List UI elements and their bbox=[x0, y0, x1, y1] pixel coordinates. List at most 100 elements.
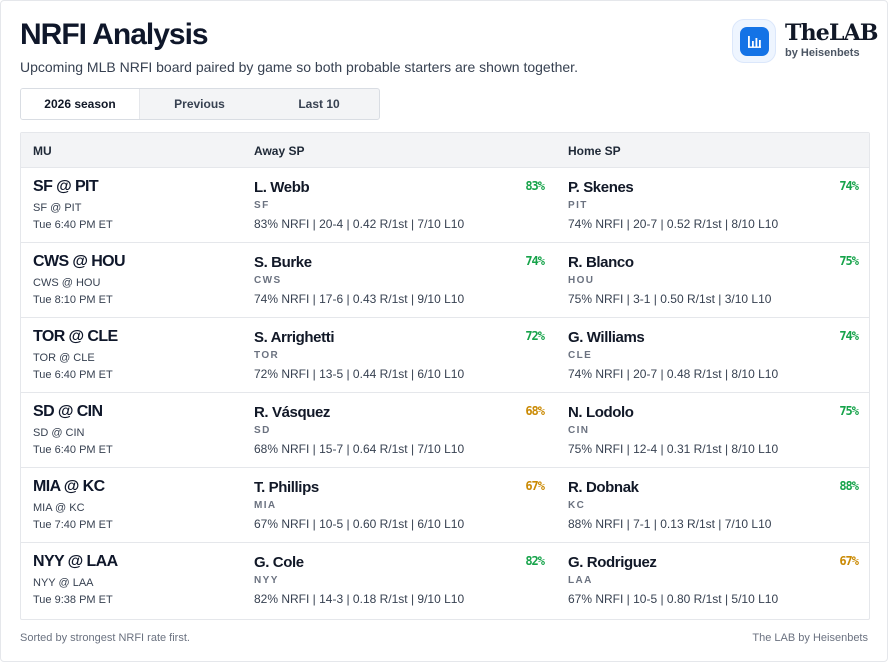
brand-logo bbox=[732, 19, 776, 63]
matchup-title: NYY @ LAA bbox=[33, 553, 118, 570]
team-abbrev: KC bbox=[568, 500, 586, 511]
team-abbrev: PIT bbox=[568, 200, 588, 211]
matchup-title: CWS @ HOU bbox=[33, 253, 126, 270]
table-row: SD @ CIN SD @ CIN Tue 6:40 PM ET R. Vásquez… bbox=[21, 393, 869, 468]
pitcher-stats: 72% NRFI | 13-5 | 0.44 R/1st | 6/10 L10 bbox=[254, 367, 465, 381]
footer-credit: The LAB by Heisenbets bbox=[752, 632, 868, 644]
pitcher-name: R. Dobnak bbox=[568, 479, 639, 496]
home-starter: P. Skenes PIT 74% NRFI | 20-7 | 0.52 R/1st… bbox=[568, 168, 859, 243]
game-time: Tue 6:40 PM ET bbox=[33, 444, 113, 456]
pitcher-name: G. Rodriguez bbox=[568, 554, 657, 571]
column-header-away-sp: Away SP bbox=[254, 144, 305, 158]
nrfi-table: MU Away SP Home SP SF @ PIT SF @ PIT Tue 6… bbox=[20, 132, 870, 620]
away-starter: T. Phillips MIA 67% NRFI | 10-5 | 0.60 R/1… bbox=[254, 468, 545, 543]
pitcher-stats: 88% NRFI | 7-1 | 0.13 R/1st | 7/10 L10 bbox=[568, 517, 772, 531]
brand-block: TheLAB by Heisenbets bbox=[732, 19, 882, 65]
pitcher-name: N. Lodolo bbox=[568, 404, 634, 421]
home-starter: R. Dobnak KC 88% NRFI | 7-1 | 0.13 R/1st |… bbox=[568, 468, 859, 543]
team-abbrev: LAA bbox=[568, 575, 593, 586]
pitcher-name: S. Burke bbox=[254, 254, 312, 271]
nrfi-pct-badge: 68% bbox=[525, 404, 545, 418]
table-row: NYY @ LAA NYY @ LAA Tue 9:38 PM ET G. Cole N… bbox=[21, 543, 869, 618]
page-subtitle: Upcoming MLB NRFI board paired by game s… bbox=[20, 59, 578, 75]
home-starter: G. Williams CLE 74% NRFI | 20-7 | 0.48 R/1… bbox=[568, 318, 859, 393]
nrfi-pct-badge: 67% bbox=[525, 479, 545, 493]
home-starter: N. Lodolo CIN 75% NRFI | 12-4 | 0.31 R/1st… bbox=[568, 393, 859, 468]
pitcher-name: S. Arrighetti bbox=[254, 329, 335, 346]
brand-byline: by Heisenbets bbox=[785, 47, 860, 59]
team-abbrev: CLE bbox=[568, 350, 593, 361]
matchup-subtitle: CWS @ HOU bbox=[33, 277, 101, 289]
table-row: CWS @ HOU CWS @ HOU Tue 8:10 PM ET S. Burke… bbox=[21, 243, 869, 318]
game-time: Tue 6:40 PM ET bbox=[33, 219, 113, 231]
matchup-title: TOR @ CLE bbox=[33, 328, 118, 345]
away-starter: R. Vásquez SD 68% NRFI | 15-7 | 0.64 R/1st… bbox=[254, 393, 545, 468]
tab-last-10[interactable]: Last 10 bbox=[298, 97, 340, 111]
pitcher-name: G. Cole bbox=[254, 554, 304, 571]
home-starter: G. Rodriguez LAA 67% NRFI | 10-5 | 0.80 R/… bbox=[568, 543, 859, 618]
nrfi-pct-badge: 74% bbox=[839, 179, 859, 193]
nrfi-pct-badge: 72% bbox=[525, 329, 545, 343]
team-abbrev: HOU bbox=[568, 275, 595, 286]
page-title: NRFI Analysis bbox=[20, 18, 209, 51]
column-header-home-sp: Home SP bbox=[568, 144, 621, 158]
table-row: MIA @ KC MIA @ KC Tue 7:40 PM ET T. Phillip… bbox=[21, 468, 869, 543]
pitcher-stats: 68% NRFI | 15-7 | 0.64 R/1st | 7/10 L10 bbox=[254, 442, 465, 456]
nrfi-pct-badge: 88% bbox=[839, 479, 859, 493]
nrfi-pct-badge: 75% bbox=[839, 254, 859, 268]
pitcher-name: R. Blanco bbox=[568, 254, 634, 271]
nrfi-pct-badge: 82% bbox=[525, 554, 545, 568]
away-starter: L. Webb SF 83% NRFI | 20-4 | 0.42 R/1st | … bbox=[254, 168, 545, 243]
pitcher-stats: 67% NRFI | 10-5 | 0.80 R/1st | 5/10 L10 bbox=[568, 592, 779, 606]
nrfi-pct-badge: 74% bbox=[525, 254, 545, 268]
pitcher-name: P. Skenes bbox=[568, 179, 634, 196]
game-time: Tue 6:40 PM ET bbox=[33, 369, 113, 381]
away-starter: G. Cole NYY 82% NRFI | 14-3 | 0.18 R/1st |… bbox=[254, 543, 545, 618]
pitcher-name: T. Phillips bbox=[254, 479, 319, 496]
team-abbrev: NYY bbox=[254, 575, 279, 586]
tab-previous[interactable]: Previous bbox=[174, 97, 225, 111]
game-time: Tue 7:40 PM ET bbox=[33, 519, 113, 531]
pitcher-stats: 74% NRFI | 17-6 | 0.43 R/1st | 9/10 L10 bbox=[254, 292, 465, 306]
table-row: TOR @ CLE TOR @ CLE Tue 6:40 PM ET S. Arrig… bbox=[21, 318, 869, 393]
matchup-subtitle: MIA @ KC bbox=[33, 502, 85, 514]
team-abbrev: MIA bbox=[254, 500, 277, 511]
home-starter: R. Blanco HOU 75% NRFI | 3-1 | 0.50 R/1st … bbox=[568, 243, 859, 318]
bar-chart-icon bbox=[740, 27, 769, 56]
matchup-title: SF @ PIT bbox=[33, 178, 99, 195]
tab-2026-season[interactable]: 2026 season bbox=[21, 89, 140, 119]
matchup-subtitle: SD @ CIN bbox=[33, 427, 85, 439]
pitcher-stats: 82% NRFI | 14-3 | 0.18 R/1st | 9/10 L10 bbox=[254, 592, 465, 606]
team-abbrev: CWS bbox=[254, 275, 282, 286]
pitcher-stats: 74% NRFI | 20-7 | 0.48 R/1st | 8/10 L10 bbox=[568, 367, 779, 381]
matchup-title: MIA @ KC bbox=[33, 478, 105, 495]
away-starter: S. Arrighetti TOR 72% NRFI | 13-5 | 0.44 R… bbox=[254, 318, 545, 393]
pitcher-stats: 83% NRFI | 20-4 | 0.42 R/1st | 7/10 L10 bbox=[254, 217, 465, 231]
brand-name: TheLAB bbox=[785, 20, 879, 46]
matchup-title: SD @ CIN bbox=[33, 403, 103, 420]
nrfi-pct-badge: 83% bbox=[525, 179, 545, 193]
table-row: SF @ PIT SF @ PIT Tue 6:40 PM ET L. Webb SF 8… bbox=[21, 168, 869, 243]
matchup-subtitle: NYY @ LAA bbox=[33, 577, 94, 589]
sort-note: Sorted by strongest NRFI rate first. bbox=[20, 632, 190, 644]
game-time: Tue 8:10 PM ET bbox=[33, 294, 113, 306]
nrfi-pct-badge: 74% bbox=[839, 329, 859, 343]
table-header: MU Away SP Home SP bbox=[21, 133, 869, 168]
pitcher-stats: 75% NRFI | 12-4 | 0.31 R/1st | 8/10 L10 bbox=[568, 442, 779, 456]
period-tabs: 2026 season Previous Last 10 bbox=[20, 88, 380, 120]
game-time: Tue 9:38 PM ET bbox=[33, 594, 113, 606]
matchup-subtitle: SF @ PIT bbox=[33, 202, 82, 214]
team-abbrev: SD bbox=[254, 425, 271, 436]
nrfi-pct-badge: 75% bbox=[839, 404, 859, 418]
team-abbrev: SF bbox=[254, 200, 270, 211]
matchup-subtitle: TOR @ CLE bbox=[33, 352, 95, 364]
nrfi-pct-badge: 67% bbox=[839, 554, 859, 568]
pitcher-stats: 75% NRFI | 3-1 | 0.50 R/1st | 3/10 L10 bbox=[568, 292, 772, 306]
away-starter: S. Burke CWS 74% NRFI | 17-6 | 0.43 R/1st … bbox=[254, 243, 545, 318]
team-abbrev: CIN bbox=[568, 425, 590, 436]
pitcher-name: L. Webb bbox=[254, 179, 310, 196]
pitcher-name: G. Williams bbox=[568, 329, 645, 346]
pitcher-stats: 74% NRFI | 20-7 | 0.52 R/1st | 8/10 L10 bbox=[568, 217, 779, 231]
team-abbrev: TOR bbox=[254, 350, 280, 361]
